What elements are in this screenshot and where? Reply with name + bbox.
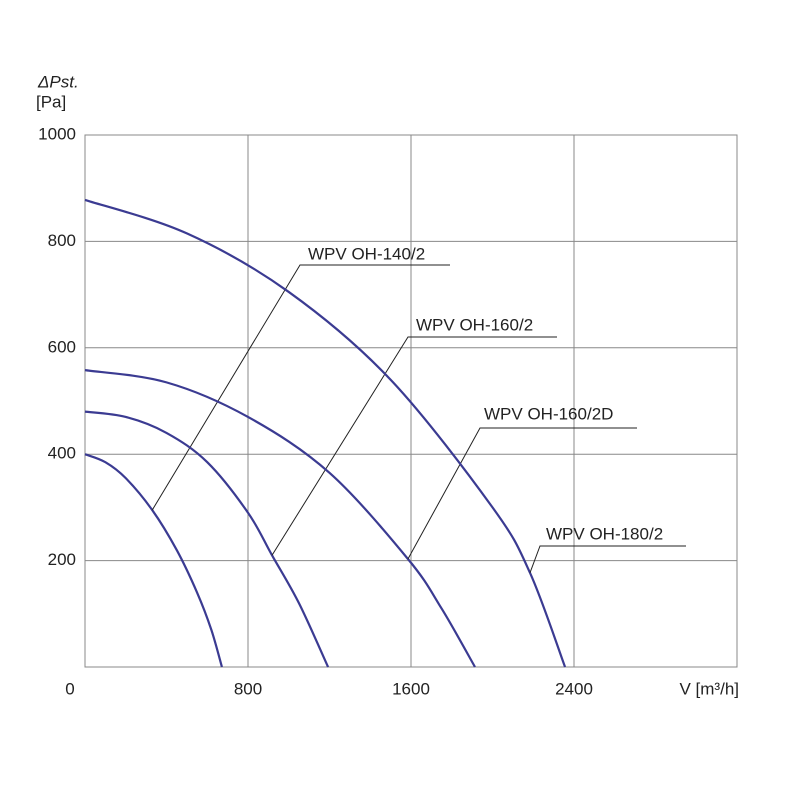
x-tick-label: 800 [234, 679, 262, 698]
leader-line [407, 427, 637, 560]
leader-line [151, 264, 450, 511]
curve-label: WPV OH-160/2 [416, 315, 533, 334]
y-axis-label: ΔPst. [37, 72, 79, 91]
y-tick-label: 1000 [38, 124, 76, 143]
plot-frame [84, 134, 738, 668]
curve [84, 453, 223, 668]
curve-label: WPV OH-140/2 [308, 244, 425, 263]
x-tick-label: 2400 [555, 679, 593, 698]
y-axis-unit: [Pa] [36, 92, 66, 111]
y-tick-label: 200 [48, 550, 76, 569]
curve [84, 369, 476, 668]
curve-label: WPV OH-180/2 [546, 524, 663, 543]
curve [84, 198, 567, 668]
y-tick-label: 400 [48, 444, 76, 463]
y-tick-label: 600 [48, 337, 76, 356]
y-tick-label: 800 [48, 231, 76, 250]
curve [84, 410, 330, 668]
x-axis-label: V [m³/h] [679, 679, 739, 698]
leader-line [529, 545, 686, 574]
x-tick-label: 0 [65, 679, 74, 698]
curve-label: WPV OH-160/2D [484, 404, 613, 423]
x-tick-label: 1600 [392, 679, 430, 698]
leader-line [271, 336, 557, 556]
